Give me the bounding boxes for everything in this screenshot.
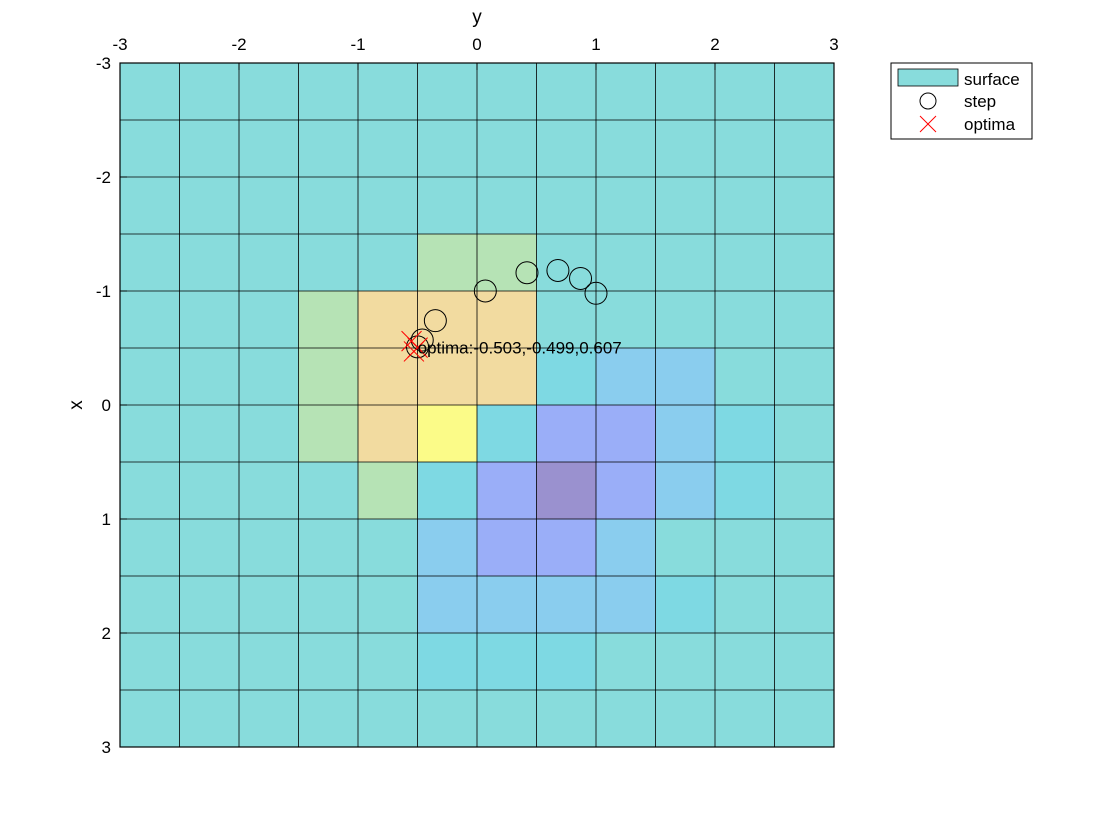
surface-cell (358, 405, 418, 462)
surface-cell (655, 576, 715, 633)
surface-cell (417, 519, 477, 576)
surface-cell (596, 519, 656, 576)
step-point (546, 258, 570, 282)
legend: surface step optima (890, 62, 1033, 140)
surface-cell (715, 462, 775, 519)
legend-optima-marker (919, 115, 937, 133)
y-axis-tick-labels: -3 -2 -1 0 1 2 3 (96, 54, 111, 757)
axis-ticks (119, 62, 835, 748)
data-series (401, 258, 608, 362)
surface-cell (417, 405, 477, 462)
surface-cell (477, 234, 537, 291)
x-tick-label: 3 (829, 35, 838, 54)
surface-cell (477, 519, 537, 576)
surface-cell (596, 405, 656, 462)
y-axis-label: x (66, 400, 87, 410)
surface-cell (358, 291, 418, 348)
optima-point (403, 341, 425, 362)
x-axis-tick-labels: -3 -2 -1 0 1 2 3 (112, 35, 838, 54)
surface-cell (298, 348, 358, 405)
x-tick-label: -2 (231, 35, 246, 54)
y-tick-label: 2 (102, 624, 111, 643)
y-tick-label: 0 (102, 396, 111, 415)
surface-cell (655, 462, 715, 519)
surface-cell (536, 405, 596, 462)
x-axis-label: y (472, 7, 482, 28)
step-point (423, 309, 447, 333)
surface-cell (536, 348, 596, 405)
annotations: optima:-0.503,-0.499,0.607 (418, 339, 622, 358)
y-tick-label: -2 (96, 168, 111, 187)
y-tick-label: -3 (96, 54, 111, 73)
x-tick-label: 1 (591, 35, 600, 54)
surface-cell (536, 633, 596, 690)
optima-stroke (919, 115, 937, 133)
step-point (515, 261, 539, 285)
surface-cell (655, 405, 715, 462)
surface-cell (596, 348, 656, 405)
optima-stroke (403, 341, 425, 362)
surface-cell (417, 633, 477, 690)
legend-entry-optima: optima (964, 115, 1016, 134)
legend-optima-x (919, 115, 937, 133)
surface-cell (477, 291, 537, 348)
surface-cell (417, 462, 477, 519)
surface-cell (477, 462, 537, 519)
step-point (410, 328, 434, 352)
surface-cell (477, 633, 537, 690)
legend-entry-surface: surface (964, 70, 1020, 89)
step-point (569, 266, 593, 290)
surface-cell (477, 405, 537, 462)
legend-surface-swatch (897, 68, 959, 87)
surface-cell (596, 462, 656, 519)
legend-entry-step: step (964, 92, 996, 111)
x-tick-label: -3 (112, 35, 127, 54)
surface-cell (298, 405, 358, 462)
surface-cell (536, 462, 596, 519)
step-point (473, 279, 497, 303)
surface-cell (715, 405, 775, 462)
surface-cell (536, 576, 596, 633)
surface-cell (298, 291, 358, 348)
surface-cell (358, 462, 418, 519)
surface-cell (536, 519, 596, 576)
optima-annotation: optima:-0.503,-0.499,0.607 (418, 339, 622, 358)
step-point (584, 281, 608, 305)
x-tick-label: -1 (350, 35, 365, 54)
surface-cell (477, 576, 537, 633)
surface-cell (417, 234, 477, 291)
y-tick-label: 3 (102, 738, 111, 757)
surface-cell (417, 576, 477, 633)
surface-cell (655, 348, 715, 405)
legend-step-marker (919, 92, 937, 110)
surface-cell (596, 576, 656, 633)
x-tick-label: 0 (472, 35, 481, 54)
y-tick-label: -1 (96, 282, 111, 301)
x-tick-label: 2 (710, 35, 719, 54)
surface-cell (477, 348, 537, 405)
y-tick-label: 1 (102, 510, 111, 529)
